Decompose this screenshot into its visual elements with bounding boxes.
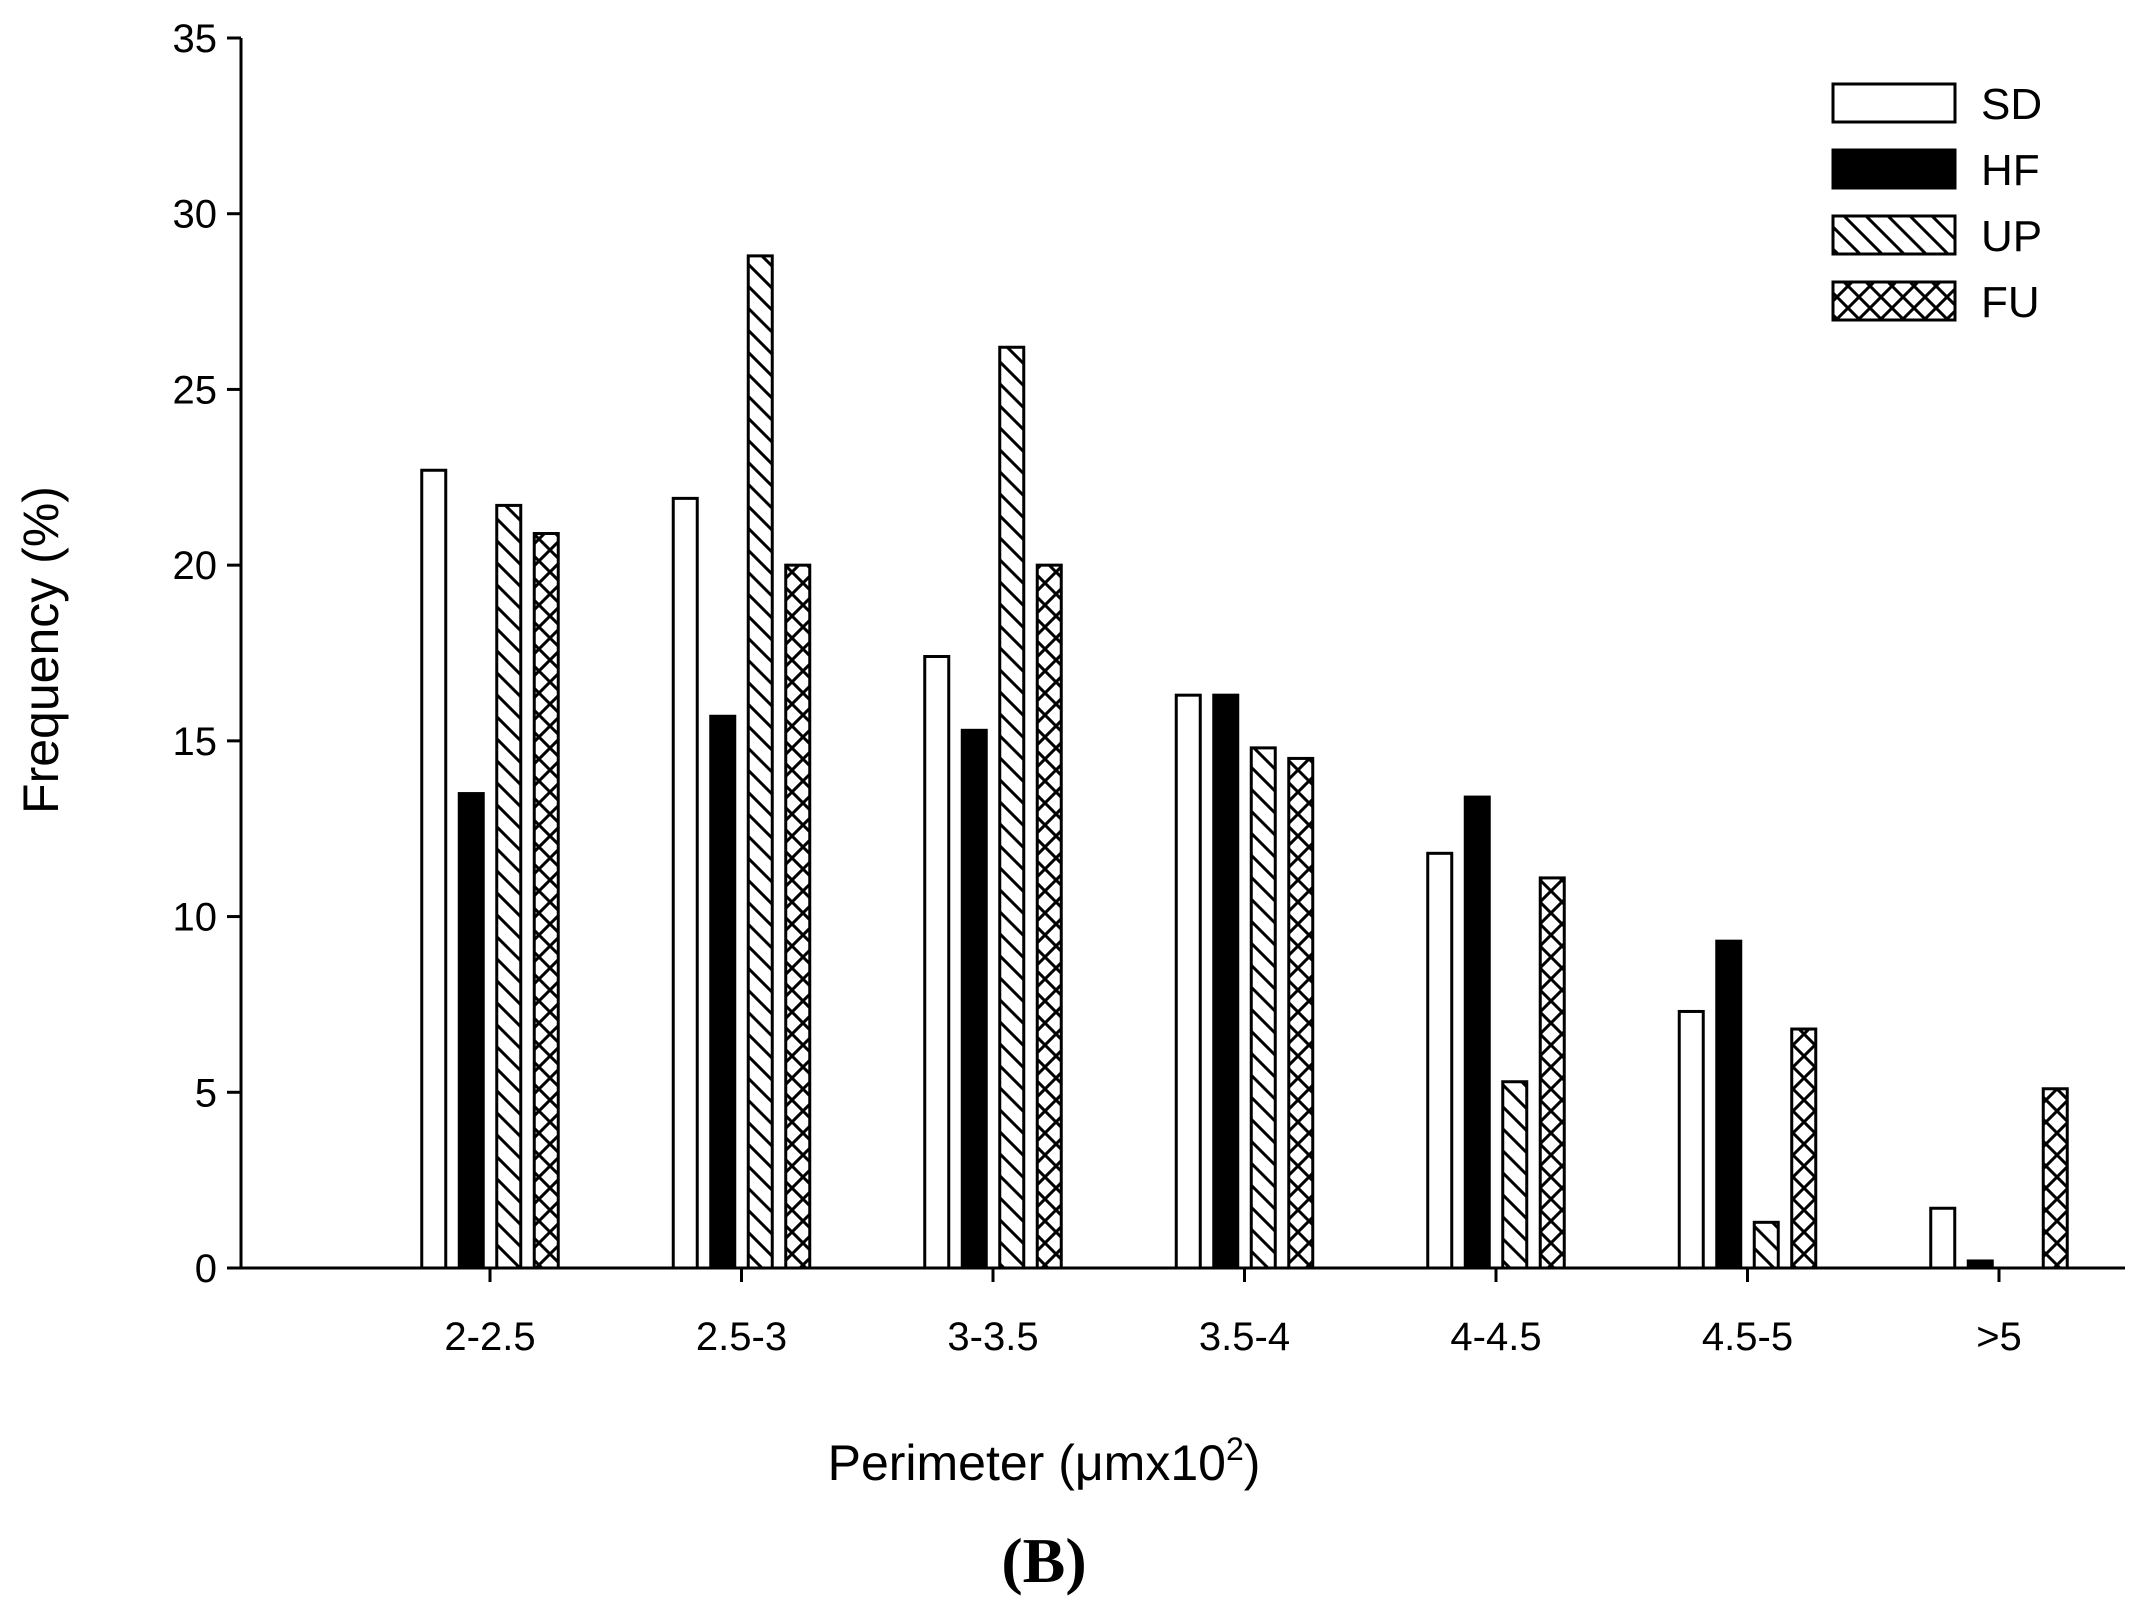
x-axis-title-superscript: 2: [1226, 1431, 1244, 1467]
y-tick-label: 30: [173, 193, 218, 237]
x-axis-title: Perimeter (μmx102): [828, 1431, 1261, 1491]
bar-hf-4: [1463, 795, 1491, 1270]
y-tick-label: 35: [173, 17, 218, 61]
bar-up-0: [495, 503, 523, 1270]
x-tick-label: 4.5-5: [1702, 1315, 1793, 1359]
bar-sd-2: [923, 655, 951, 1270]
legend-swatch-sd: [1831, 82, 1957, 124]
bar-sd-0: [420, 468, 448, 1270]
legend-label-up: UP: [1981, 212, 2042, 261]
y-tick-label: 15: [173, 720, 218, 764]
bar-sd-3: [1174, 693, 1202, 1270]
x-tick-label: 2.5-3: [696, 1315, 787, 1359]
bar-fu-3: [1287, 756, 1315, 1270]
legend-swatch-hf: [1831, 148, 1957, 190]
y-tick-label: 25: [173, 368, 218, 412]
bar-sd-4: [1426, 851, 1454, 1270]
bar-up-5: [1752, 1220, 1780, 1270]
y-tick-label: 5: [195, 1071, 217, 1115]
legend-swatch-up: [1831, 214, 1957, 256]
x-tick-label: 4-4.5: [1450, 1315, 1541, 1359]
panel-label: (B): [1001, 1525, 1086, 1596]
y-tick-label: 20: [173, 544, 218, 588]
bar-fu-4: [1538, 876, 1566, 1270]
x-tick-label: 3.5-4: [1199, 1315, 1290, 1359]
bar-hf-3: [1212, 693, 1240, 1270]
bar-up-1: [746, 254, 774, 1270]
x-axis-title-close: ): [1244, 1435, 1261, 1491]
x-tick-label: >5: [1976, 1315, 2022, 1359]
bar-sd-1: [671, 496, 699, 1270]
bar-up-2: [998, 345, 1026, 1270]
y-axis: 0 5 10 15 20 25 30 35: [173, 17, 243, 1291]
y-tick-label: 10: [173, 896, 218, 940]
x-axis: 2-2.5 2.5-3 3-3.5 3.5-4 4-4.5 4.5-5 >5: [241, 1266, 2125, 1359]
bar-hf-0: [457, 792, 485, 1270]
bar-fu-5: [1790, 1027, 1818, 1270]
legend-label-sd: SD: [1981, 80, 2042, 129]
legend-label-hf: HF: [1981, 146, 2040, 195]
bar-sd-6: [1929, 1206, 1957, 1270]
bar-fu-1: [784, 563, 812, 1270]
y-axis-title: Frequency (%): [13, 486, 69, 814]
bar-up-3: [1249, 746, 1277, 1270]
bar-fu-0: [532, 532, 560, 1270]
plot-area: [420, 254, 2069, 1270]
legend-label-fu: FU: [1981, 278, 2040, 327]
x-tick-label: 3-3.5: [947, 1315, 1038, 1359]
bar-hf-5: [1715, 939, 1743, 1270]
bar-fu-2: [1035, 563, 1063, 1270]
x-axis-title-unit: μmx10: [1075, 1435, 1226, 1491]
x-axis-title-text: Perimeter (: [828, 1435, 1076, 1491]
bar-fu-6: [2041, 1087, 2069, 1270]
bar-sd-5: [1677, 1009, 1705, 1270]
y-tick-label: 0: [195, 1247, 217, 1291]
legend-swatch-fu: [1831, 280, 1957, 322]
x-tick-label: 2-2.5: [444, 1315, 535, 1359]
bar-up-4: [1501, 1080, 1529, 1270]
bar-hf-2: [960, 728, 988, 1270]
legend: SD HF UP FU: [1831, 80, 2042, 327]
bar-hf-1: [709, 714, 737, 1270]
